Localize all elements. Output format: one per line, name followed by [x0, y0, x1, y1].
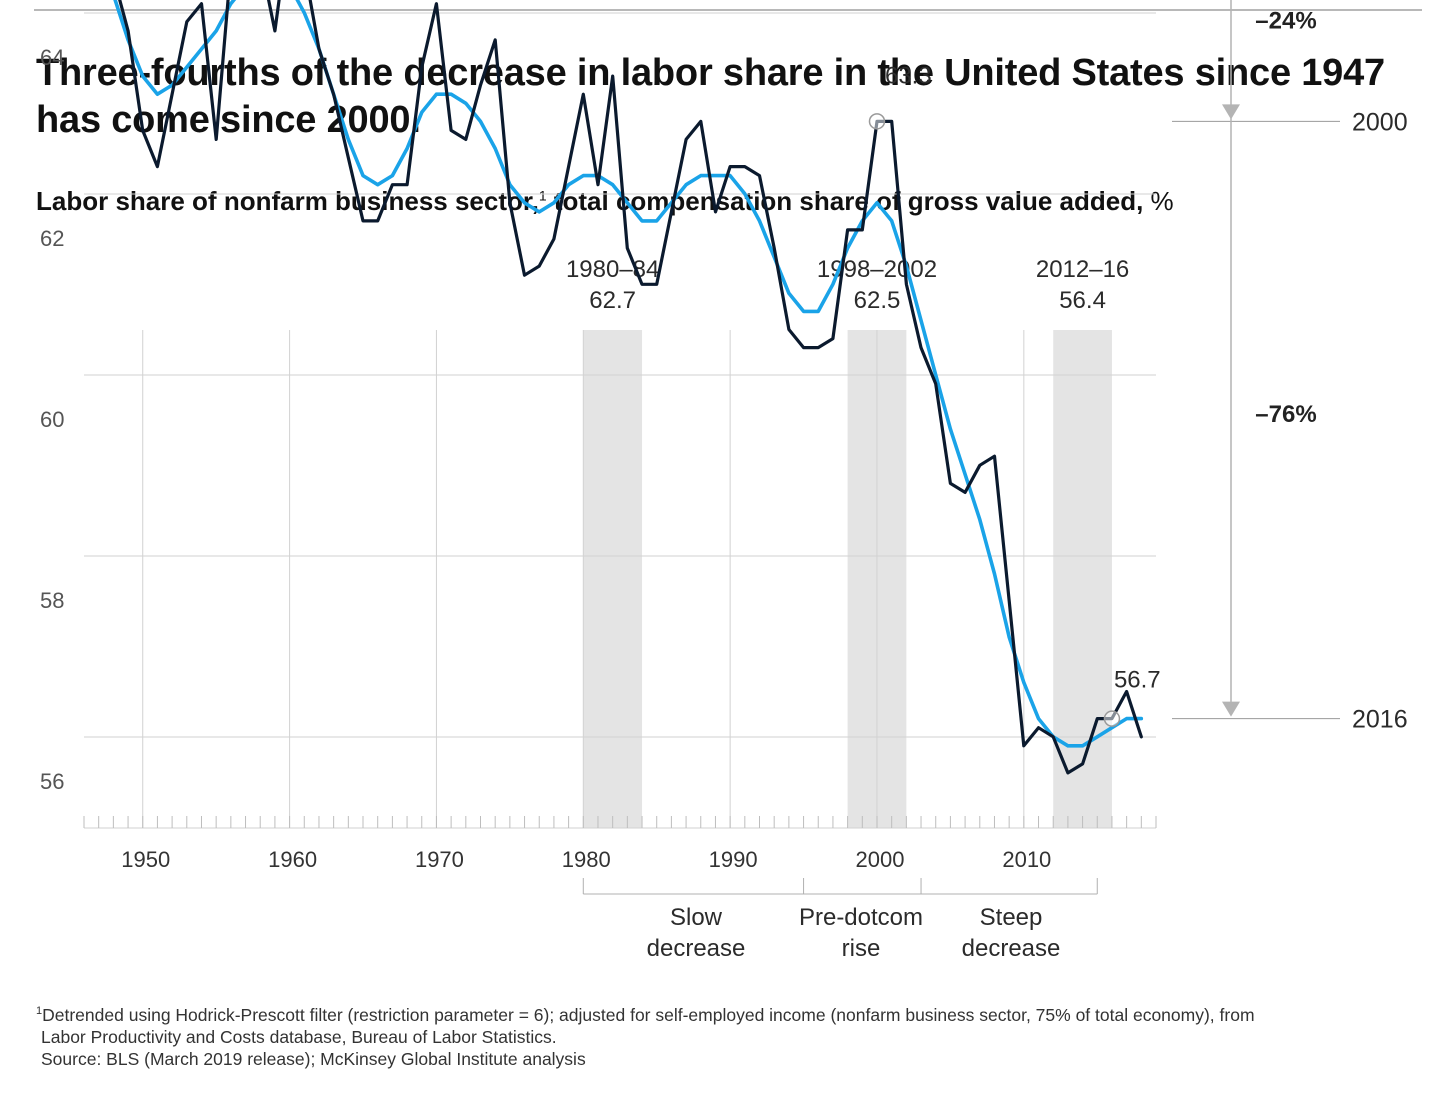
y-tick-label: 64 [40, 45, 64, 70]
point-label: 56.7 [1114, 667, 1161, 694]
side-arrowhead [1222, 701, 1240, 717]
point-marker [868, 113, 886, 130]
chart-title: Three-fourths of the decrease in labor s… [36, 52, 1385, 141]
side-change-label: –24% [1255, 7, 1316, 34]
shaded-period-1 [583, 330, 643, 828]
x-tick-label: 1990 [709, 847, 758, 872]
subtitle-footnote-marker: 1 [538, 187, 547, 204]
side-change-label: –76% [1255, 401, 1316, 428]
y-tick-label: 58 [40, 588, 64, 613]
side-arrowhead [1222, 104, 1240, 120]
shaded-period-average: 62.5 [854, 287, 901, 314]
x-tick-label: 1950 [121, 847, 170, 872]
chart-subtitle: Labor share of nonfarm business sector,1… [36, 186, 1174, 217]
series-trend [113, 0, 1144, 748]
top-rule [34, 9, 1422, 11]
footnote-source: Source: BLS (March 2019 release); McKins… [41, 1048, 586, 1069]
y-tick-label: 60 [40, 407, 64, 432]
phase-label: Steep [980, 904, 1043, 931]
phase-label: Pre-dotcom [799, 904, 923, 931]
x-tick-label: 2010 [1002, 847, 1051, 872]
shaded-period-average: 56.4 [1059, 287, 1106, 314]
y-tick-label: 56 [40, 769, 64, 794]
phase-label: rise [842, 935, 881, 962]
phase-label: Slow [670, 904, 723, 931]
labor-share-chart: 1980–8462.71998–200262.52012–1656.456586… [40, 0, 1408, 962]
footnote-line-1: 1Detrended using Hodrick-Prescott filter… [36, 1000, 1436, 1026]
footnote-line-2: Labor Productivity and Costs database, B… [41, 1026, 557, 1047]
y-tick-label: 62 [40, 226, 64, 251]
phase-label: decrease [647, 935, 746, 962]
shaded-period-label: 1980–84 [566, 256, 659, 283]
subtitle-text-2: total compensation share of gross value … [546, 186, 1151, 216]
footnote-text-1: Detrended using Hodrick-Prescott filter … [42, 1004, 1255, 1025]
subtitle-unit: % [1150, 186, 1174, 216]
side-level-year: 2000 [1352, 108, 1408, 136]
point-marker [1103, 710, 1121, 727]
shaded-period-average: 62.7 [589, 287, 636, 314]
x-tick-label: 1970 [415, 847, 464, 872]
x-tick-label: 2000 [856, 847, 905, 872]
footnote: 1Detrended using Hodrick-Prescott filter… [36, 1000, 1436, 1070]
x-tick-label: 1980 [562, 847, 611, 872]
phase-label: decrease [962, 935, 1061, 962]
footnote-marker: 1 [36, 1005, 43, 1017]
shaded-period-label: 2012–16 [1036, 256, 1129, 283]
x-tick-label: 1960 [268, 847, 317, 872]
series-labor-share [118, 0, 1143, 775]
point-label: 63.3 [885, 62, 932, 89]
shaded-period-3 [1053, 330, 1112, 828]
subtitle-text: Labor share of nonfarm business sector, [36, 186, 539, 216]
side-level-year: 2016 [1352, 706, 1408, 734]
